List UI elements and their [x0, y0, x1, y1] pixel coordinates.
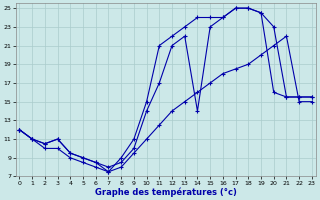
X-axis label: Graphe des températures (°c): Graphe des températures (°c) — [95, 187, 236, 197]
